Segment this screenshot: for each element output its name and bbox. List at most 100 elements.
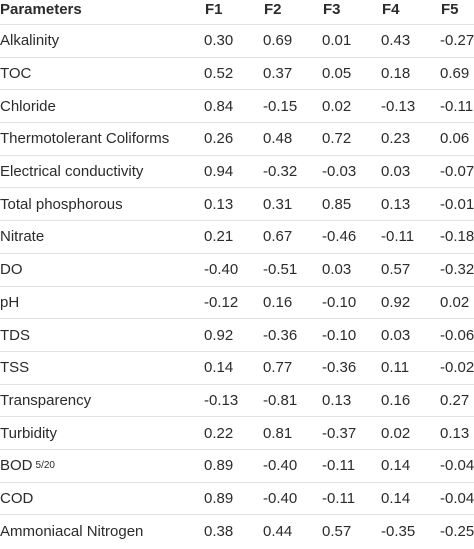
loading-f1: 0.21 [204,228,234,246]
table-row: BOD 5/20 0.89 -0.40 -0.11 0.14 -0.04 [0,450,474,483]
loading-f3: 0.02 [322,97,352,115]
parameter-cell: pH [0,287,19,319]
table-row: TSS 0.14 0.77 -0.36 0.11 -0.02 [0,352,474,385]
table-header-row: Parameters F1 F2 F3 F4 F5 [0,0,474,25]
loading-f2: -0.36 [263,326,298,344]
parameter-name: Thermotolerant Coliforms [0,130,170,148]
parameter-cell: Electrical conductivity [0,156,143,188]
loading-f5: -0.04 [440,489,474,507]
parameter-cell: Turbidity [0,417,57,449]
parameter-cell: TOC [0,58,31,90]
table-row: COD 0.89 -0.40 -0.11 0.14 -0.04 [0,483,474,516]
loading-f5: -0.32 [440,261,474,279]
loading-f3: 0.03 [322,261,352,279]
parameter-cell: DO [0,254,23,286]
loading-f1: 0.14 [204,359,234,377]
loading-f3: -0.37 [322,424,357,442]
loading-f4: -0.11 [381,228,415,246]
loading-f2: -0.81 [263,391,298,409]
header-f5: F5 [441,1,459,18]
header-f2: F2 [264,1,282,18]
loading-f4: 0.14 [381,489,411,507]
loading-f4: 0.03 [381,163,411,181]
header-f1: F1 [205,1,223,18]
loading-f1: -0.12 [204,293,239,311]
loading-f3: 0.13 [322,391,352,409]
loading-f4: 0.18 [381,65,411,83]
loading-f4: 0.23 [381,130,411,148]
loading-f4: 0.92 [381,293,411,311]
loading-f2: 0.67 [263,228,293,246]
loading-f1: 0.22 [204,424,234,442]
parameter-cell: BOD 5/20 [0,450,55,482]
loading-f2: -0.32 [263,163,298,181]
parameter-cell: Total phosphorous [0,188,123,220]
parameter-name: Chloride [0,97,56,115]
parameter-name: Ammoniacal Nitrogen [0,523,144,541]
loading-f1: 0.38 [204,523,234,541]
header-f3: F3 [323,1,341,18]
parameter-name: TOC [0,65,32,83]
table-row: Chloride 0.84 -0.15 0.02 -0.13 -0.11 [0,90,474,124]
loading-f4: 0.57 [381,261,411,279]
loading-f3: -0.03 [322,163,357,181]
table-row: DO -0.40 -0.51 0.03 0.57 -0.32 [0,254,474,287]
loading-f1: 0.52 [204,65,234,83]
loading-f3: 0.57 [322,523,352,541]
loading-f5: -0.18 [440,228,474,246]
loading-f1: 0.30 [204,32,234,50]
loading-f5: 0.13 [440,424,470,442]
loading-f2: 0.77 [263,359,293,377]
loading-f5: -0.04 [440,457,474,475]
parameter-cell: Thermotolerant Coliforms [0,123,169,155]
loading-f1: -0.13 [204,391,239,409]
loading-f4: -0.35 [381,523,416,541]
table-row: Alkalinity 0.30 0.69 0.01 0.43 -0.27 [0,25,474,58]
loading-f3: -0.46 [322,228,357,246]
loading-f1: 0.89 [204,489,234,507]
loading-f5: -0.01 [440,195,474,213]
loading-f1: 0.89 [204,457,234,475]
parameter-name: Turbidity [0,424,57,442]
loading-f2: -0.15 [263,97,298,115]
loading-f1: 0.92 [204,326,234,344]
loading-f3: -0.36 [322,359,357,377]
loading-f3: -0.10 [322,326,357,344]
parameter-name: TDS [0,326,30,344]
loading-f4: 0.43 [381,32,411,50]
loading-f2: -0.51 [263,261,298,279]
loading-f4: 0.14 [381,457,411,475]
loading-f4: 0.11 [381,359,410,377]
parameter-name: Alkalinity [0,32,60,50]
loading-f4: 0.02 [381,424,411,442]
loading-f4: 0.16 [381,391,411,409]
loading-f2: 0.48 [263,130,293,148]
loading-f3: -0.11 [322,489,356,507]
parameter-name: Total phosphorous [0,195,123,213]
loading-f1: -0.40 [204,261,239,279]
parameter-name: Electrical conductivity [0,163,144,181]
loading-f1: 0.94 [204,163,234,181]
loading-f2: 0.16 [263,293,293,311]
loading-f2: 0.44 [263,523,293,541]
parameter-name: DO [0,261,23,279]
parameter-cell: Chloride [0,90,56,122]
loading-f5: -0.06 [440,326,474,344]
table-row: Thermotolerant Coliforms 0.26 0.48 0.72 0.23… [0,123,474,156]
loading-f2: 0.69 [263,32,293,50]
parameter-name: TSS [0,359,30,377]
parameter-name: Nitrate [0,228,45,246]
parameter-name: COD [0,489,34,507]
loading-f2: -0.40 [263,457,298,475]
parameter-cell: Nitrate [0,221,44,253]
table-row: Total phosphorous 0.13 0.31 0.85 0.13 -0.01 [0,188,474,222]
loading-f4: 0.03 [381,326,411,344]
loading-f5: -0.27 [440,32,474,50]
loading-f2: 0.81 [263,424,293,442]
loading-f3: -0.10 [322,293,357,311]
table-row: TOC 0.52 0.37 0.05 0.18 0.69 [0,58,474,91]
loading-f1: 0.13 [204,195,234,213]
table-row: Turbidity 0.22 0.81 -0.37 0.02 0.13 [0,417,474,450]
table-row: TDS 0.92 -0.36 -0.10 0.03 -0.06 [0,319,474,352]
table-row: Nitrate 0.21 0.67 -0.46 -0.11 -0.18 [0,221,474,254]
